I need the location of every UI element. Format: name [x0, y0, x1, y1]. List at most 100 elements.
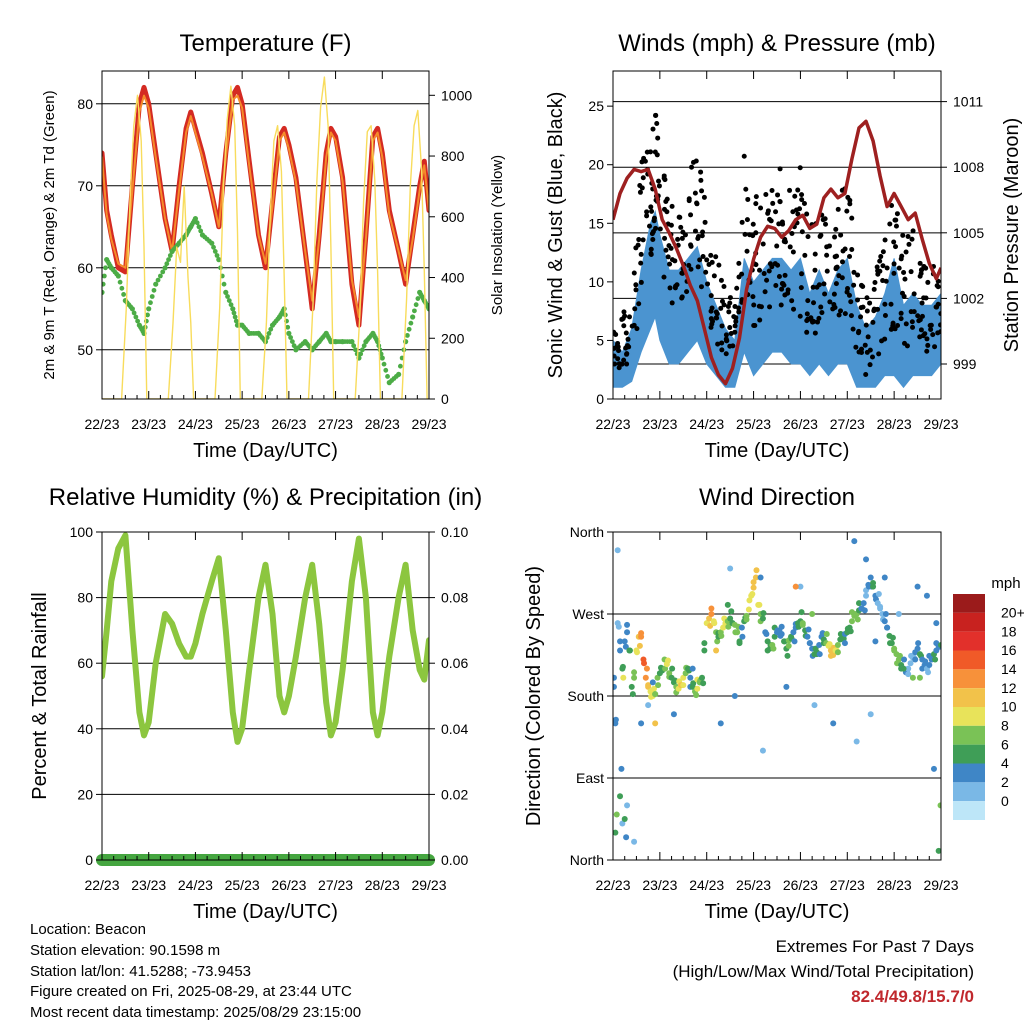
gust-point [925, 279, 931, 285]
dewpoint-point [360, 347, 365, 353]
colorbar-cell [953, 650, 985, 670]
gust-point [698, 169, 704, 175]
gust-point [757, 267, 763, 273]
y2-tick-label: 800 [441, 148, 465, 164]
gust-point [833, 281, 839, 287]
gust-point [773, 209, 779, 215]
gust-point [751, 302, 757, 308]
direction-point [750, 584, 757, 591]
gust-point [880, 263, 886, 269]
gust-point [855, 330, 861, 336]
gust-point [787, 187, 793, 193]
gust-point [790, 249, 796, 255]
y2-tick-label: 1000 [441, 87, 472, 103]
dewpoint-point [231, 310, 237, 316]
gust-point [858, 314, 864, 320]
y2-axis-label: Solar Insolation (Yellow) [489, 155, 506, 315]
direction-point [652, 720, 659, 727]
y-tick-label: West [572, 606, 604, 622]
gust-point [844, 208, 850, 214]
dewpoint-point [198, 228, 204, 234]
gust-point [642, 158, 648, 164]
gust-point [679, 294, 685, 300]
direction-point [901, 656, 908, 663]
gust-point [850, 326, 856, 332]
direction-point [881, 618, 888, 625]
direction-point [870, 580, 877, 587]
y-tick-label: 40 [77, 721, 93, 737]
gust-point [732, 304, 738, 310]
gust-point [664, 209, 670, 215]
x-tick-label: 22/23 [595, 416, 630, 432]
dewpoint-point [404, 333, 410, 338]
direction-point [752, 574, 759, 581]
direction-point [823, 631, 830, 638]
dewpoint-point [268, 326, 274, 332]
direction-point [636, 642, 643, 649]
gust-point [938, 311, 941, 317]
direction-point [613, 716, 619, 723]
gust-point [701, 194, 707, 200]
direction-point [922, 658, 929, 665]
direction-point [619, 820, 626, 827]
dewpoint-point [381, 361, 387, 367]
y2-tick-label: 0.02 [441, 786, 468, 802]
dewpoint-point [353, 347, 358, 353]
gust-point [644, 209, 650, 215]
gust-point [686, 262, 692, 268]
gust-point [679, 235, 685, 241]
gust-point [655, 135, 661, 141]
gust-point [716, 262, 722, 268]
gust-point [827, 299, 833, 305]
dewpoint-point [102, 281, 106, 287]
gust-point [760, 241, 766, 247]
direction-point [620, 674, 627, 681]
gust-point [894, 211, 900, 217]
gust-point [804, 211, 810, 217]
gust-point [871, 286, 877, 292]
direction-point [680, 682, 687, 689]
colorbar-cell [953, 801, 985, 820]
series-rh_green [102, 532, 429, 745]
direction-point [643, 665, 650, 672]
gust-point [799, 271, 805, 277]
direction-point [628, 683, 635, 690]
direction-point [690, 680, 697, 687]
dewpoint-point [226, 298, 232, 303]
gust-point [835, 206, 841, 212]
direction-point [867, 711, 874, 718]
gust-point [864, 308, 870, 314]
direction-point [925, 669, 932, 676]
direction-point [670, 711, 677, 718]
gust-point [758, 205, 764, 211]
gust-point [679, 270, 685, 276]
gust-point [787, 244, 793, 250]
extremes-summary: Extremes For Past 7 Days (High/Low/Max W… [673, 934, 974, 1009]
gust-point [799, 192, 805, 198]
chart-panel-2: Winds (mph) & Pressure (mb) Time (Day/UTC… [545, 30, 1023, 462]
gust-point [832, 234, 838, 240]
dewpoint-point [153, 281, 159, 287]
gust-point [858, 305, 864, 311]
gust-point [851, 269, 857, 275]
dewpoint-point [155, 277, 161, 283]
dewpoint-point [228, 302, 234, 308]
x-tick-label: 29/23 [923, 877, 958, 893]
dewpoint-point [164, 261, 170, 267]
gust-point [732, 329, 738, 335]
direction-point [853, 738, 860, 745]
gust-point [730, 343, 736, 349]
gust-point [631, 270, 637, 276]
direction-point [631, 669, 638, 676]
direction-point [872, 638, 879, 645]
direction-point [816, 651, 823, 658]
gust-point [762, 289, 768, 295]
y-axis-label: Direction (Colored By Speed) [523, 566, 545, 826]
direction-point [613, 829, 619, 836]
gust-point [911, 309, 917, 315]
y-tick-label: 0 [596, 391, 604, 407]
y2-tick-label: 0.04 [441, 721, 468, 737]
gust-point [872, 307, 878, 313]
y-tick-label: South [567, 688, 604, 704]
gust-point [624, 351, 630, 357]
